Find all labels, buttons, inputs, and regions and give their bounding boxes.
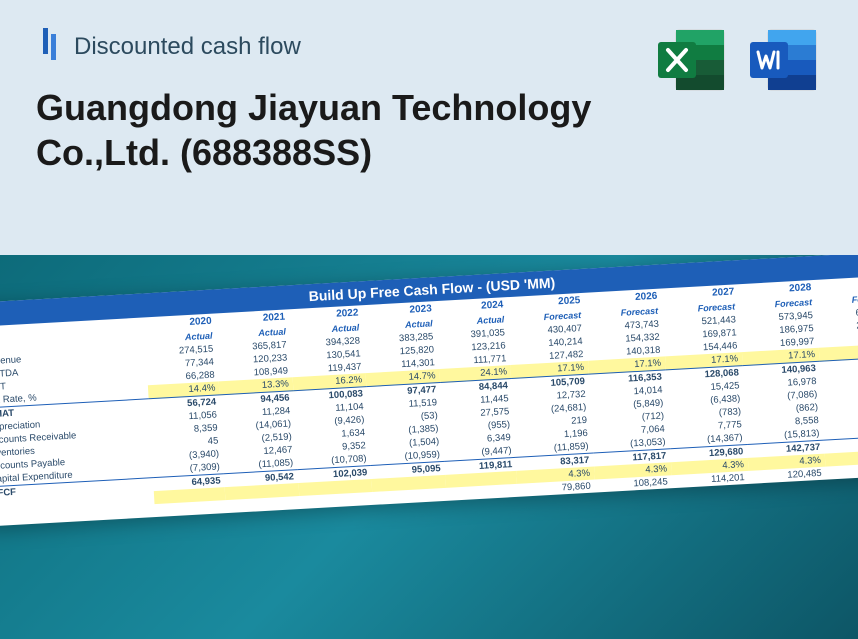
brand-logo-icon <box>36 24 66 69</box>
table-panel: Build Up Free Cash Flow - (USD 'MM) Year… <box>0 255 858 639</box>
cell <box>446 484 518 501</box>
table-sheet: Build Up Free Cash Flow - (USD 'MM) Year… <box>0 255 858 527</box>
brand-label: Discounted cash flow <box>74 33 301 61</box>
cell <box>299 492 373 509</box>
company-title: Guangdong Jiayuan Technology Co.,Ltd. (6… <box>36 85 596 175</box>
cell <box>154 500 226 517</box>
word-icon <box>744 24 822 96</box>
excel-icon <box>652 24 730 96</box>
header-panel: Discounted cash flow Guangdong Jiayuan T… <box>0 0 858 255</box>
cell <box>226 496 300 513</box>
app-icons <box>652 24 822 96</box>
cell <box>372 488 446 505</box>
